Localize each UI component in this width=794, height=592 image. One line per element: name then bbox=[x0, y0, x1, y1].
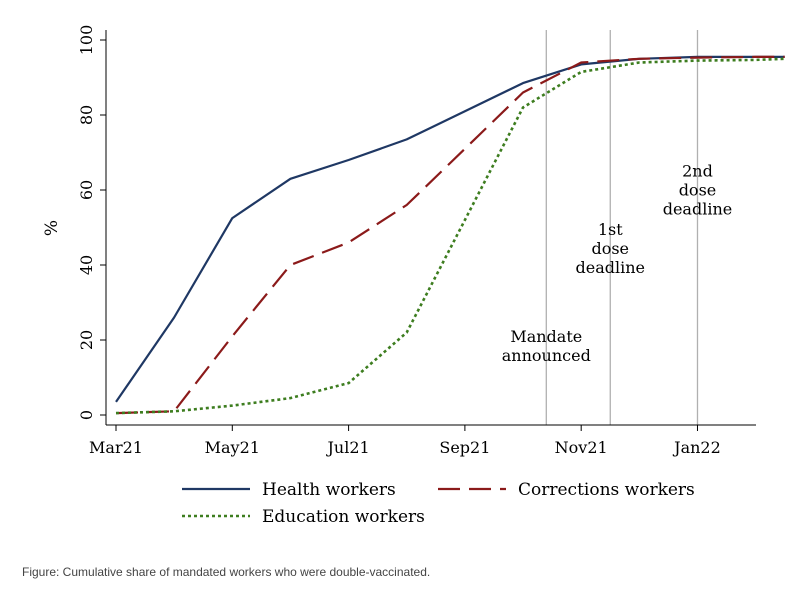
y-tick-label: 80 bbox=[77, 105, 96, 125]
annotation-label: announced bbox=[502, 346, 591, 365]
x-tick-label: Mar21 bbox=[89, 438, 143, 457]
annotation-label: 1st bbox=[598, 220, 623, 239]
annotation-label: Mandate bbox=[510, 327, 582, 346]
y-tick-label: 100 bbox=[77, 25, 96, 56]
annotation-label: deadline bbox=[663, 200, 733, 219]
chart-background bbox=[0, 0, 794, 560]
y-axis-label: % bbox=[42, 220, 62, 236]
x-tick-label: May21 bbox=[205, 438, 260, 457]
annotation-label: dose bbox=[591, 239, 629, 258]
x-tick-label: Nov21 bbox=[555, 438, 608, 457]
annotation-label: dose bbox=[679, 181, 717, 200]
legend-label: Education workers bbox=[262, 507, 425, 527]
y-tick-label: 60 bbox=[77, 180, 96, 200]
annotation-label: deadline bbox=[576, 258, 646, 277]
series-line bbox=[115, 55, 785, 415]
x-tick-label: Jul21 bbox=[325, 438, 369, 457]
annotation-label: 2nd bbox=[682, 162, 713, 181]
x-tick-label: Sep21 bbox=[439, 438, 490, 457]
y-tick-label: 40 bbox=[77, 255, 96, 275]
series-line bbox=[115, 57, 785, 415]
y-tick-label: 0 bbox=[77, 410, 96, 420]
y-tick-label: 20 bbox=[77, 330, 96, 350]
figure-caption: Figure: Cumulative share of mandated wor… bbox=[22, 565, 431, 579]
x-tick-label: Jan22 bbox=[672, 438, 721, 457]
chart-container: 0 20 40 60 80 100% Mar21 May21 Jul21 Sep21 Nov21 Ja… bbox=[0, 0, 794, 560]
legend-label: Health workers bbox=[262, 480, 396, 500]
line-chart: 0 20 40 60 80 100% Mar21 May21 Jul21 Sep21 Nov21 Ja… bbox=[0, 0, 794, 560]
legend-label: Corrections workers bbox=[518, 480, 695, 500]
